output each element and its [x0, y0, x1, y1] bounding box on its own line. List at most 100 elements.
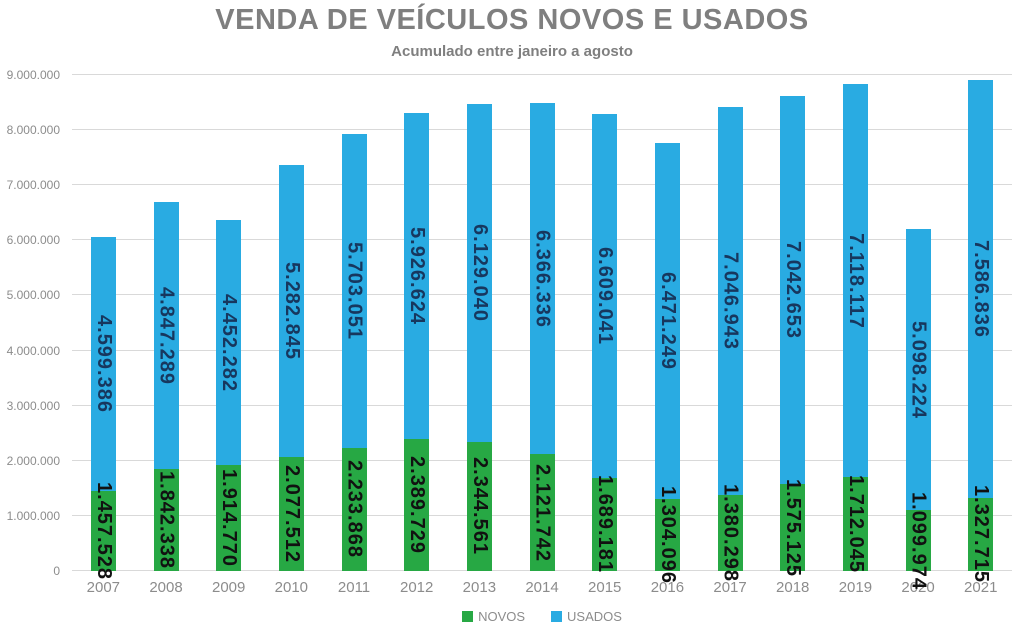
bar-label-novos-2013: 2.344.561	[468, 457, 491, 556]
bar-label-usados-2011: 5.703.051	[343, 241, 366, 340]
bar-slot-2019: 7.118.117 1.712.045	[824, 75, 887, 573]
bar-label-novos-2009: 1.914.770	[218, 469, 241, 568]
y-axis-tick-label: 3.000.000	[6, 398, 60, 413]
y-axis: 0 1.000.000 2.000.000 3.000.000 4.000.000 5.0…	[0, 68, 64, 578]
bar-label-novos-2016: 1.304.096	[656, 486, 679, 585]
bar-segment-usados-2016: 6.471.249	[654, 142, 680, 500]
bar-segment-usados-2011: 5.703.051	[341, 133, 367, 448]
bar-segment-novos-2007: 1.457.528	[90, 482, 116, 580]
y-axis-tick-label: 8.000.000	[6, 123, 60, 138]
bar-label-usados-2013: 6.129.040	[468, 223, 491, 322]
stacked-bar-2021: 7.586.836 1.327.715	[968, 79, 994, 583]
stacked-bar-2020: 5.098.224 1.099.974	[905, 229, 931, 590]
bar-slot-2010: 5.282.845 2.077.512	[260, 75, 323, 571]
x-axis-label-2009: 2009	[211, 579, 246, 596]
x-axis-label-2015: 2015	[588, 579, 622, 596]
stacked-bar-2019: 7.118.117 1.712.045	[842, 84, 868, 573]
bar-segment-novos-2012: 2.389.729	[404, 439, 430, 571]
bar-label-novos-2008: 1.842.338	[155, 471, 178, 570]
x-axis-label-2017: 2017	[713, 579, 747, 596]
bar-slot-2013: 6.129.040 2.344.561	[448, 75, 511, 571]
bar-label-usados-2012: 5.926.624	[406, 227, 429, 325]
bar-segment-usados-2020: 5.098.224	[905, 229, 931, 511]
bar-segment-novos-2008: 1.842.338	[153, 469, 179, 571]
y-axis-tick-label: 9.000.000	[6, 68, 60, 82]
bar-label-usados-2015: 6.609.041	[594, 246, 617, 345]
bar-label-novos-2012: 2.389.729	[406, 456, 429, 555]
bar-label-usados-2007: 4.599.386	[92, 314, 115, 413]
bar-segment-novos-2013: 2.344.561	[466, 441, 492, 571]
bar-segment-usados-2013: 6.129.040	[466, 104, 492, 442]
x-axis-label-2014: 2014	[525, 579, 559, 596]
bar-segment-usados-2009: 4.452.282	[216, 220, 242, 466]
y-axis-tick-label: 2.000.000	[6, 453, 60, 468]
bar-segment-usados-2014: 6.366.336	[529, 103, 555, 455]
x-axis-label-2020: 2020	[901, 579, 935, 596]
stacked-bar-2009: 4.452.282 1.914.770	[216, 220, 242, 571]
bar-segment-novos-2020: 1.099.974	[905, 492, 931, 590]
legend-label-usados: USADOS	[567, 609, 622, 624]
bar-label-usados-2008: 4.847.289	[155, 286, 178, 385]
bar-slot-2014: 6.366.336 2.121.742	[511, 75, 574, 571]
x-axis-label-2010: 2010	[274, 579, 309, 596]
x-axis-label-2021: 2021	[964, 579, 998, 596]
bar-segment-novos-2010: 2.077.512	[278, 456, 304, 571]
bar-slot-2016: 6.471.249 1.304.096	[636, 75, 699, 584]
bar-label-usados-2016: 6.471.249	[656, 271, 679, 370]
y-axis-tick-label: 4.000.000	[6, 343, 60, 358]
bar-label-usados-2014: 6.366.336	[531, 229, 554, 328]
stacked-bar-2015: 6.609.041 1.689.181	[592, 113, 618, 573]
bar-label-novos-2014: 2.121.742	[531, 463, 554, 562]
stacked-bar-2013: 6.129.040 2.344.561	[466, 104, 492, 571]
legend-swatch-usados-icon	[551, 611, 563, 622]
plot-area: 4.599.386 1.457.528 4.847.289 1.842.338 4.45…	[72, 74, 1012, 590]
bar-segment-novos-2011: 2.233.868	[341, 447, 367, 571]
bars-group: 4.599.386 1.457.528 4.847.289 1.842.338 4.45…	[72, 75, 1012, 590]
x-axis-label-2008: 2008	[149, 579, 183, 596]
bar-segment-novos-2018: 1.575.125	[780, 479, 806, 577]
bar-segment-usados-2018: 7.042.653	[780, 96, 806, 485]
bar-segment-novos-2019: 1.712.045	[842, 474, 868, 573]
chart-subtitle: Acumulado entre janeiro a agosto	[391, 43, 633, 60]
bar-slot-2018: 7.042.653 1.575.125	[761, 75, 824, 577]
bar-label-novos-2011: 2.233.868	[343, 460, 366, 559]
gridline	[72, 74, 1012, 75]
x-axis-label-2016: 2016	[650, 579, 685, 596]
y-axis-tick-label: 7.000.000	[6, 178, 60, 193]
y-axis-tick-label: 0	[53, 564, 60, 578]
stacked-bar-2018: 7.042.653 1.575.125	[780, 96, 806, 577]
y-axis-tick-label: 1.000.000	[6, 508, 60, 523]
bar-slot-2021: 7.586.836 1.327.715	[949, 75, 1012, 583]
bar-label-usados-2010: 5.282.845	[280, 261, 303, 360]
stacked-bar-2007: 4.599.386 1.457.528	[90, 237, 116, 580]
stacked-bar-2014: 6.366.336 2.121.742	[529, 103, 555, 571]
bar-label-novos-2010: 2.077.512	[280, 464, 303, 563]
bar-label-usados-2019: 7.118.117	[844, 232, 867, 329]
bar-slot-2008: 4.847.289 1.842.338	[135, 75, 198, 571]
bar-slot-2011: 5.703.051 2.233.868	[323, 75, 386, 571]
bar-slot-2007: 4.599.386 1.457.528	[72, 75, 135, 580]
stacked-bar-2008: 4.847.289 1.842.338	[153, 202, 179, 571]
y-axis-tick-label: 6.000.000	[6, 233, 60, 248]
bar-label-usados-2018: 7.042.653	[782, 241, 805, 340]
bar-label-novos-2017: 1.380.298	[719, 483, 742, 582]
legend: NOVOS USADOS	[72, 609, 1012, 624]
x-axis-label-2013: 2013	[462, 579, 497, 596]
stacked-bar-2012: 5.926.624 2.389.729	[404, 112, 430, 571]
bar-segment-novos-2015: 1.689.181	[592, 475, 618, 573]
x-axis-label-2011: 2011	[337, 579, 371, 596]
stacked-bar-2010: 5.282.845 2.077.512	[278, 165, 304, 571]
bar-label-novos-2019: 1.712.045	[844, 474, 867, 573]
bar-segment-novos-2016: 1.304.096	[654, 486, 680, 584]
x-axis-label-2007: 2007	[86, 579, 121, 596]
bar-segment-usados-2021: 7.586.836	[968, 79, 994, 498]
stacked-bar-2017: 7.046.943 1.380.298	[717, 106, 743, 582]
bar-segment-usados-2012: 5.926.624	[404, 112, 430, 440]
y-axis-tick-label: 5.000.000	[6, 288, 60, 303]
bar-segment-usados-2010: 5.282.845	[278, 165, 304, 457]
bar-segment-usados-2019: 7.118.117	[842, 84, 868, 477]
bar-label-novos-2007: 1.457.528	[92, 481, 115, 580]
bar-label-novos-2021: 1.327.715	[970, 485, 993, 584]
bar-slot-2009: 4.452.282 1.914.770	[197, 75, 260, 571]
